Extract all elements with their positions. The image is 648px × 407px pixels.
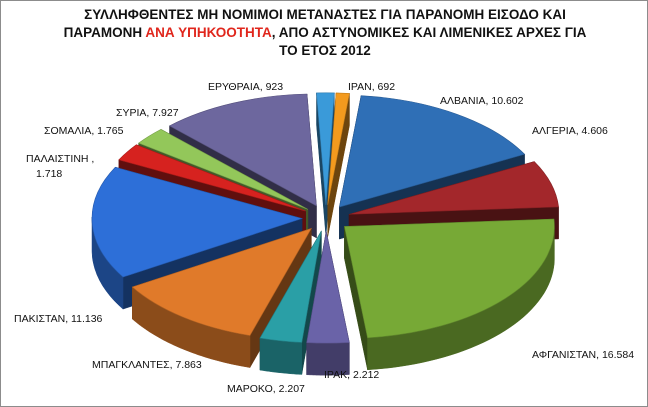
chart-title: ΣΥΛΛΗΦΘΕΝΤΕΣ ΜΗ ΝΟΜΙΜΟΙ ΜΕΤΑΝΑΣΤΕΣ ΓΙΑ Π… (60, 6, 590, 60)
title-part-2: , ΑΠΟ ΑΣΤΥΝΟΜΙΚΕΣ ΚΑΙ ΛΙΜΕΝΙΚΕΣ ΑΡΧΕΣ ΓΙ… (271, 25, 587, 58)
label-ΣΥΡΙΑ: ΣΥΡΙΑ, 7.927 (116, 107, 179, 119)
slice-ΙΡΑΝ (327, 92, 350, 237)
label-ΜΠΑΓΚΛΑΝΤΕΣ: ΜΠΑΓΚΛΑΝΤΕΣ, 7.863 (92, 359, 202, 371)
label-ΣΟΜΑΛΙΑ: ΣΟΜΑΛΙΑ, 1.765 (44, 125, 124, 137)
label-ΑΦΓΑΝΙΣΤΑΝ: ΑΦΓΑΝΙΣΤΑΝ, 16.584 (532, 349, 634, 361)
label-ΙΡΑΚ: ΙΡΑΚ, 2.212 (324, 369, 379, 381)
label-ΑΛΒΑΝΙΑ: ΑΛΒΑΝΙΑ, 10.602 (440, 95, 524, 107)
label-ΜΑΡΟΚΟ: ΜΑΡΟΚΟ, 2.207 (227, 383, 305, 395)
title-part-1: ΣΥΛΛΗΦΘΕΝΤΕΣ ΜΗ ΝΟΜΙΜΟΙ ΜΕΤΑΝΑΣΤΕΣ ΓΙΑ Π… (63, 7, 566, 40)
label-ΠΑΛΑΙΣΤΙΝΗ: ΠΑΛΑΙΣΤΙΝΗ , 1.718 (26, 153, 94, 180)
title-highlight: ΑΝΑ ΥΠΗΚΟΟΤΗΤΑ (145, 25, 272, 40)
slice-ΙΡΑΚ (306, 231, 350, 376)
label-ΠΑΚΙΣΤΑΝ: ΠΑΚΙΣΤΑΝ, 11.136 (14, 313, 103, 325)
label-ΙΡΑΝ: ΙΡΑΝ, 692 (348, 81, 395, 93)
slice-ΑΦΓΑΝΙΣΤΑΝ (344, 218, 555, 371)
pie-slices (91, 92, 559, 376)
label-ΑΛΓΕΡΙΑ: ΑΛΓΕΡΙΑ, 4.606 (532, 125, 608, 137)
label-ΕΡΥΘΡΑΙΑ: ΕΡΥΘΡΑΙΑ, 923 (208, 81, 283, 93)
pie-labels: ΙΡΑΝ, 692 ΑΛΒΑΝΙΑ, 10.602 ΑΛΓΕΡΙΑ, 4.606 ΑΦ… (14, 81, 634, 395)
slice-ΜΑΡΟΚΟ (259, 230, 322, 375)
